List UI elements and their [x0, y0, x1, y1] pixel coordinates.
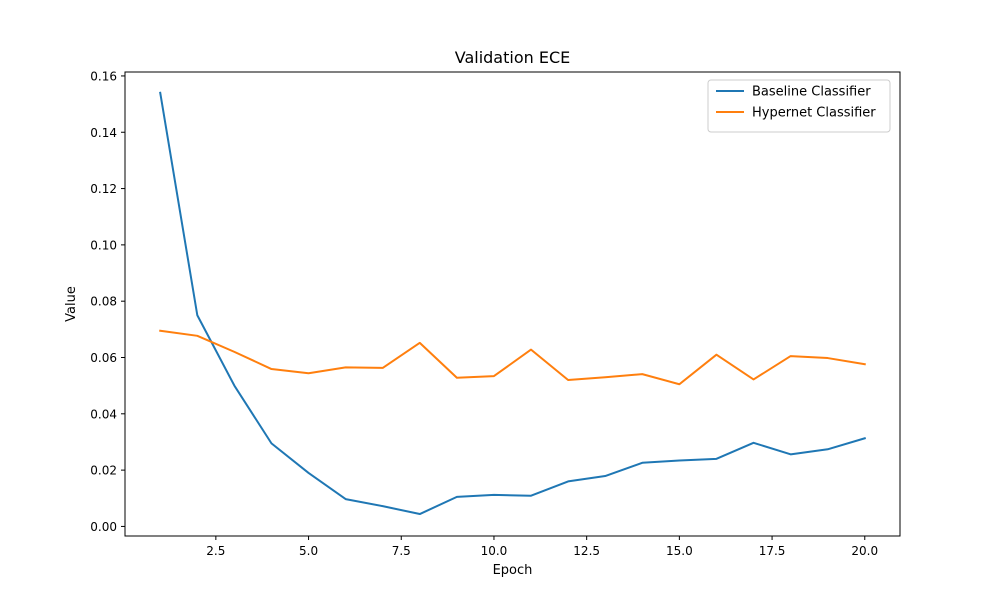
x-tick-label: 15.0 — [666, 544, 693, 558]
y-tick-label: 0.10 — [90, 238, 117, 252]
axes-layer: 2.5 5.0 7.5 10.0 12.5 15.0 17.5 20.0 0.00 0.02 0.0… — [90, 69, 901, 558]
y-tick-label: 0.14 — [90, 126, 117, 140]
y-axis-label: Value — [64, 286, 79, 322]
axes-frame — [124, 71, 901, 537]
x-tick-label: 2.5 — [206, 544, 225, 558]
x-axis-label: Epoch — [493, 563, 533, 578]
y-tick-label: 0.06 — [90, 351, 117, 365]
legend-box — [707, 79, 891, 133]
y-tick-label: 0.02 — [90, 464, 117, 478]
legend: Baseline Classifier Hypernet Classifier — [707, 79, 891, 133]
series-line-baseline-classifier — [159, 91, 867, 516]
x-tick-label: 10.0 — [481, 544, 508, 558]
x-tick-label: 7.5 — [392, 544, 411, 558]
x-tick-label: 5.0 — [299, 544, 318, 558]
y-tick-label: 0.12 — [90, 182, 117, 196]
y-tick-label: 0.08 — [90, 295, 117, 309]
series-layer — [159, 91, 867, 516]
x-tick-label: 12.5 — [573, 544, 600, 558]
y-tick-label: 0.00 — [90, 520, 117, 534]
x-tick-label: 20.0 — [851, 544, 878, 558]
series-line-hypernet-classifier — [159, 329, 866, 386]
x-tick-label: 17.5 — [759, 544, 786, 558]
plot-background — [125, 72, 900, 536]
y-tick-label: 0.04 — [90, 407, 117, 421]
legend-label-hypernet-classifier: Hypernet Classifier — [752, 106, 876, 121]
legend-label-baseline-classifier: Baseline Classifier — [752, 85, 871, 100]
plot-area — [125, 72, 900, 536]
chart-title: Validation ECE — [455, 48, 570, 67]
y-tick-label: 0.16 — [90, 69, 117, 83]
